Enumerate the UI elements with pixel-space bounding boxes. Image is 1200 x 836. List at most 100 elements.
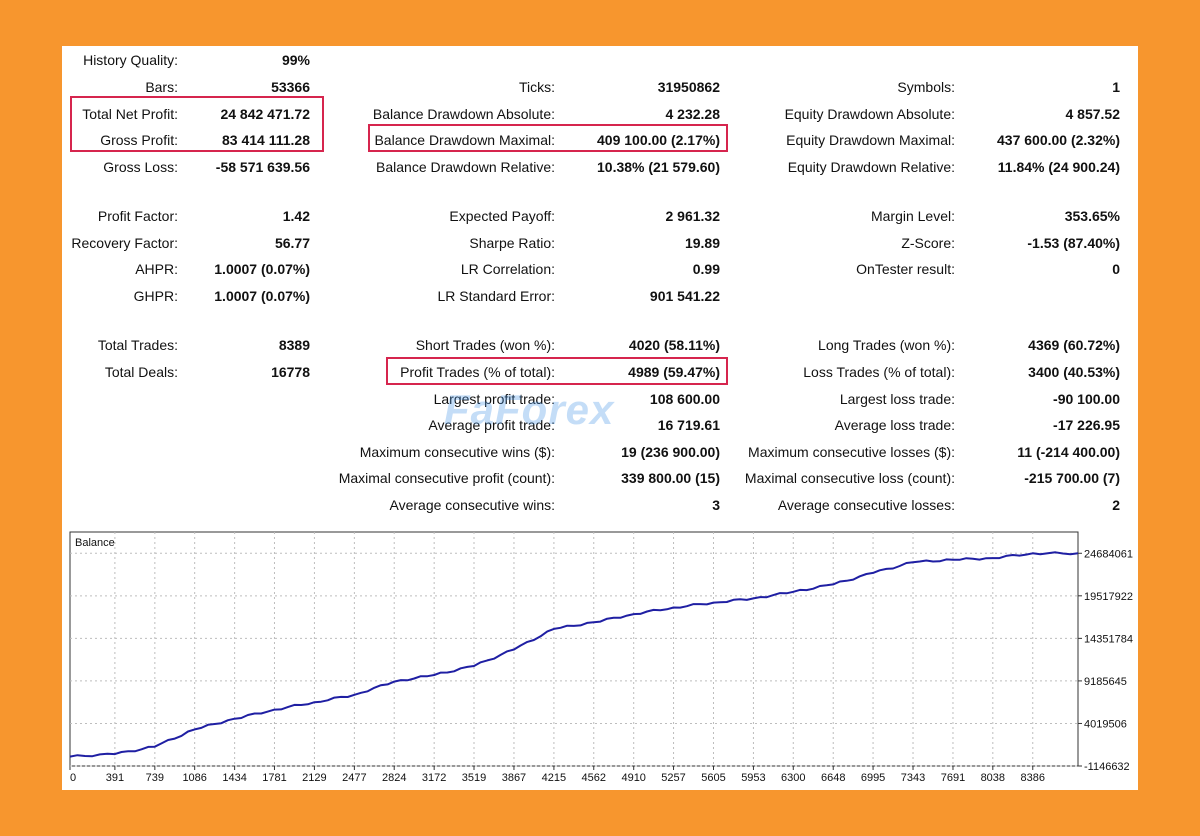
label-sharpe-ratio: Sharpe Ratio: (469, 235, 555, 251)
label-long-trades-won: Long Trades (won %): (818, 337, 955, 353)
chart-x-tick-label: 4910 (621, 772, 645, 784)
highlight-profit-trades (386, 357, 728, 385)
value-z-score: -1.53 (87.40%) (1027, 235, 1120, 251)
chart-x-tick-label: 0 (70, 772, 76, 784)
label-equity-drawdown-maximal: Equity Drawdown Maximal: (786, 132, 955, 148)
label-gross-loss: Gross Loss: (103, 159, 178, 175)
value-profit-trades-of-total: 4989 (59.47%) (628, 364, 720, 380)
value-equity-drawdown-relative: 11.84% (24 900.24) (997, 159, 1120, 175)
label-average-loss-trade: Average loss trade: (834, 417, 955, 433)
chart-plot-area (69, 531, 1079, 767)
label-maximum-consecutive-wins: Maximum consecutive wins ($): (359, 444, 555, 460)
label-average-consecutive-wins: Average consecutive wins: (389, 497, 556, 513)
value-profit-factor: 1.42 (282, 208, 310, 224)
value-equity-drawdown-maximal: 437 600.00 (2.32%) (997, 132, 1120, 148)
value-maximal-consecutive-loss-count: -215 700.00 (7) (1024, 470, 1120, 486)
chart-y-tick-label: -1146632 (1084, 761, 1130, 773)
label-total-net-profit: Total Net Profit: (82, 106, 178, 122)
label-lr-standard-error: LR Standard Error: (437, 288, 556, 304)
label-largest-loss-trade: Largest loss trade: (839, 391, 955, 407)
value-total-net-profit: 24 842 471.72 (220, 106, 310, 122)
value-history-quality: 99% (281, 52, 310, 68)
value-ticks: 31950862 (657, 79, 720, 95)
label-ontester-result: OnTester result: (856, 261, 955, 277)
value-balance-drawdown-relative: 10.38% (21 579.60) (597, 159, 720, 175)
label-loss-trades-of-total: Loss Trades (% of total): (803, 364, 955, 380)
value-expected-payoff: 2 961.32 (665, 208, 721, 224)
value-ahpr: 1.0007 (0.07%) (214, 261, 310, 277)
chart-x-tick-label: 1781 (262, 772, 286, 784)
value-maximal-consecutive-profit-count: 339 800.00 (15) (621, 470, 720, 486)
chart-x-tick-label: 5953 (741, 772, 765, 784)
value-total-deals: 16778 (271, 364, 310, 380)
label-margin-level: Margin Level: (870, 208, 955, 224)
watermark-logo: FaForex (444, 386, 615, 433)
value-largest-loss-trade: -90 100.00 (1053, 391, 1120, 407)
label-maximal-consecutive-loss-count: Maximal consecutive loss (count): (744, 470, 955, 486)
report-panel: History Quality: 99% Bars: 53366 Total Net P… (62, 46, 1138, 790)
highlight-balance-drawdown-maximal (368, 124, 728, 152)
value-maximum-consecutive-wins: 19 (236 900.00) (621, 444, 720, 460)
value-lr-correlation: 0.99 (692, 261, 720, 277)
label-largest-profit-trade: Largest profit trade: (433, 391, 555, 407)
value-ghpr: 1.0007 (0.07%) (214, 288, 310, 304)
label-ahpr: AHPR: (135, 261, 178, 277)
label-balance-drawdown-relative: Balance Drawdown Relative: (376, 159, 555, 175)
value-gross-profit: 83 414 111.28 (222, 132, 310, 148)
value-average-consecutive-losses: 2 (1112, 497, 1120, 513)
chart-x-tick-label: 5257 (661, 772, 685, 784)
label-symbols: Symbols: (897, 79, 955, 95)
label-bars: Bars: (145, 79, 178, 95)
chart-title: Balance (75, 537, 115, 549)
label-maximum-consecutive-losses: Maximum consecutive losses ($): (748, 444, 955, 460)
chart-x-tick-label: 2824 (382, 772, 406, 784)
label-z-score: Z-Score: (901, 235, 955, 251)
value-ontester-result: 0 (1112, 261, 1120, 277)
label-equity-drawdown-relative: Equity Drawdown Relative: (787, 159, 955, 175)
label-gross-profit: Gross Profit: (100, 132, 178, 148)
value-maximum-consecutive-losses: 11 (-214 400.00) (1017, 444, 1120, 460)
highlight-net-gross-profit (70, 96, 324, 152)
label-profit-factor: Profit Factor: (97, 208, 178, 224)
chart-x-tick-label: 3867 (502, 772, 526, 784)
label-balance-drawdown-maximal: Balance Drawdown Maximal: (374, 132, 555, 148)
value-gross-loss: -58 571 639.56 (215, 159, 310, 175)
label-expected-payoff: Expected Payoff: (449, 208, 555, 224)
chart-y-tick-label: 24684061 (1084, 548, 1133, 560)
chart-x-tick-label: 1086 (182, 772, 206, 784)
value-loss-trades-of-total: 3400 (40.53%) (1028, 364, 1120, 380)
value-average-profit-trade: 16 719.61 (657, 417, 720, 433)
value-largest-profit-trade: 108 600.00 (649, 391, 720, 407)
chart-x-tick-label: 1434 (222, 772, 246, 784)
chart-x-tick-label: 6300 (781, 772, 805, 784)
chart-x-tick-label: 3519 (462, 772, 486, 784)
label-profit-trades-of-total: Profit Trades (% of total): (400, 364, 555, 380)
chart-x-tick-label: 7343 (901, 772, 925, 784)
value-bars: 53366 (271, 79, 310, 95)
label-average-consecutive-losses: Average consecutive losses: (777, 497, 955, 513)
value-margin-level: 353.65% (1064, 208, 1120, 224)
chart-x-tick-label: 4215 (542, 772, 566, 784)
chart-x-tick-label: 6995 (861, 772, 885, 784)
chart-x-tick-label: 739 (146, 772, 164, 784)
label-total-deals: Total Deals: (104, 364, 178, 380)
label-short-trades-won: Short Trades (won %): (415, 337, 555, 353)
chart-x-tick-label: 2129 (302, 772, 326, 784)
chart-x-tick-label: 7691 (941, 772, 965, 784)
balance-chart: 0 391 739 1086 1434 1781 2129 2477 2824 3172 3519 3… (69, 531, 1133, 784)
value-short-trades-won: 4020 (58.11%) (628, 337, 720, 353)
label-lr-correlation: LR Correlation: (460, 261, 555, 277)
chart-y-tick-label: 4019506 (1084, 718, 1127, 730)
label-balance-drawdown-absolute: Balance Drawdown Absolute: (372, 106, 555, 122)
chart-x-tick-label: 6648 (821, 772, 845, 784)
value-average-consecutive-wins: 3 (712, 497, 720, 513)
chart-y-tick-label: 19517922 (1084, 591, 1133, 603)
label-history-quality: History Quality: (83, 52, 178, 68)
chart-x-tick-label: 5605 (701, 772, 725, 784)
label-ticks: Ticks: (518, 79, 555, 95)
chart-x-tick-label: 391 (106, 772, 124, 784)
value-equity-drawdown-absolute: 4 857.52 (1065, 106, 1121, 122)
value-average-loss-trade: -17 226.95 (1053, 417, 1120, 433)
label-recovery-factor: Recovery Factor: (71, 235, 178, 251)
value-long-trades-won: 4369 (60.72%) (1028, 337, 1120, 353)
